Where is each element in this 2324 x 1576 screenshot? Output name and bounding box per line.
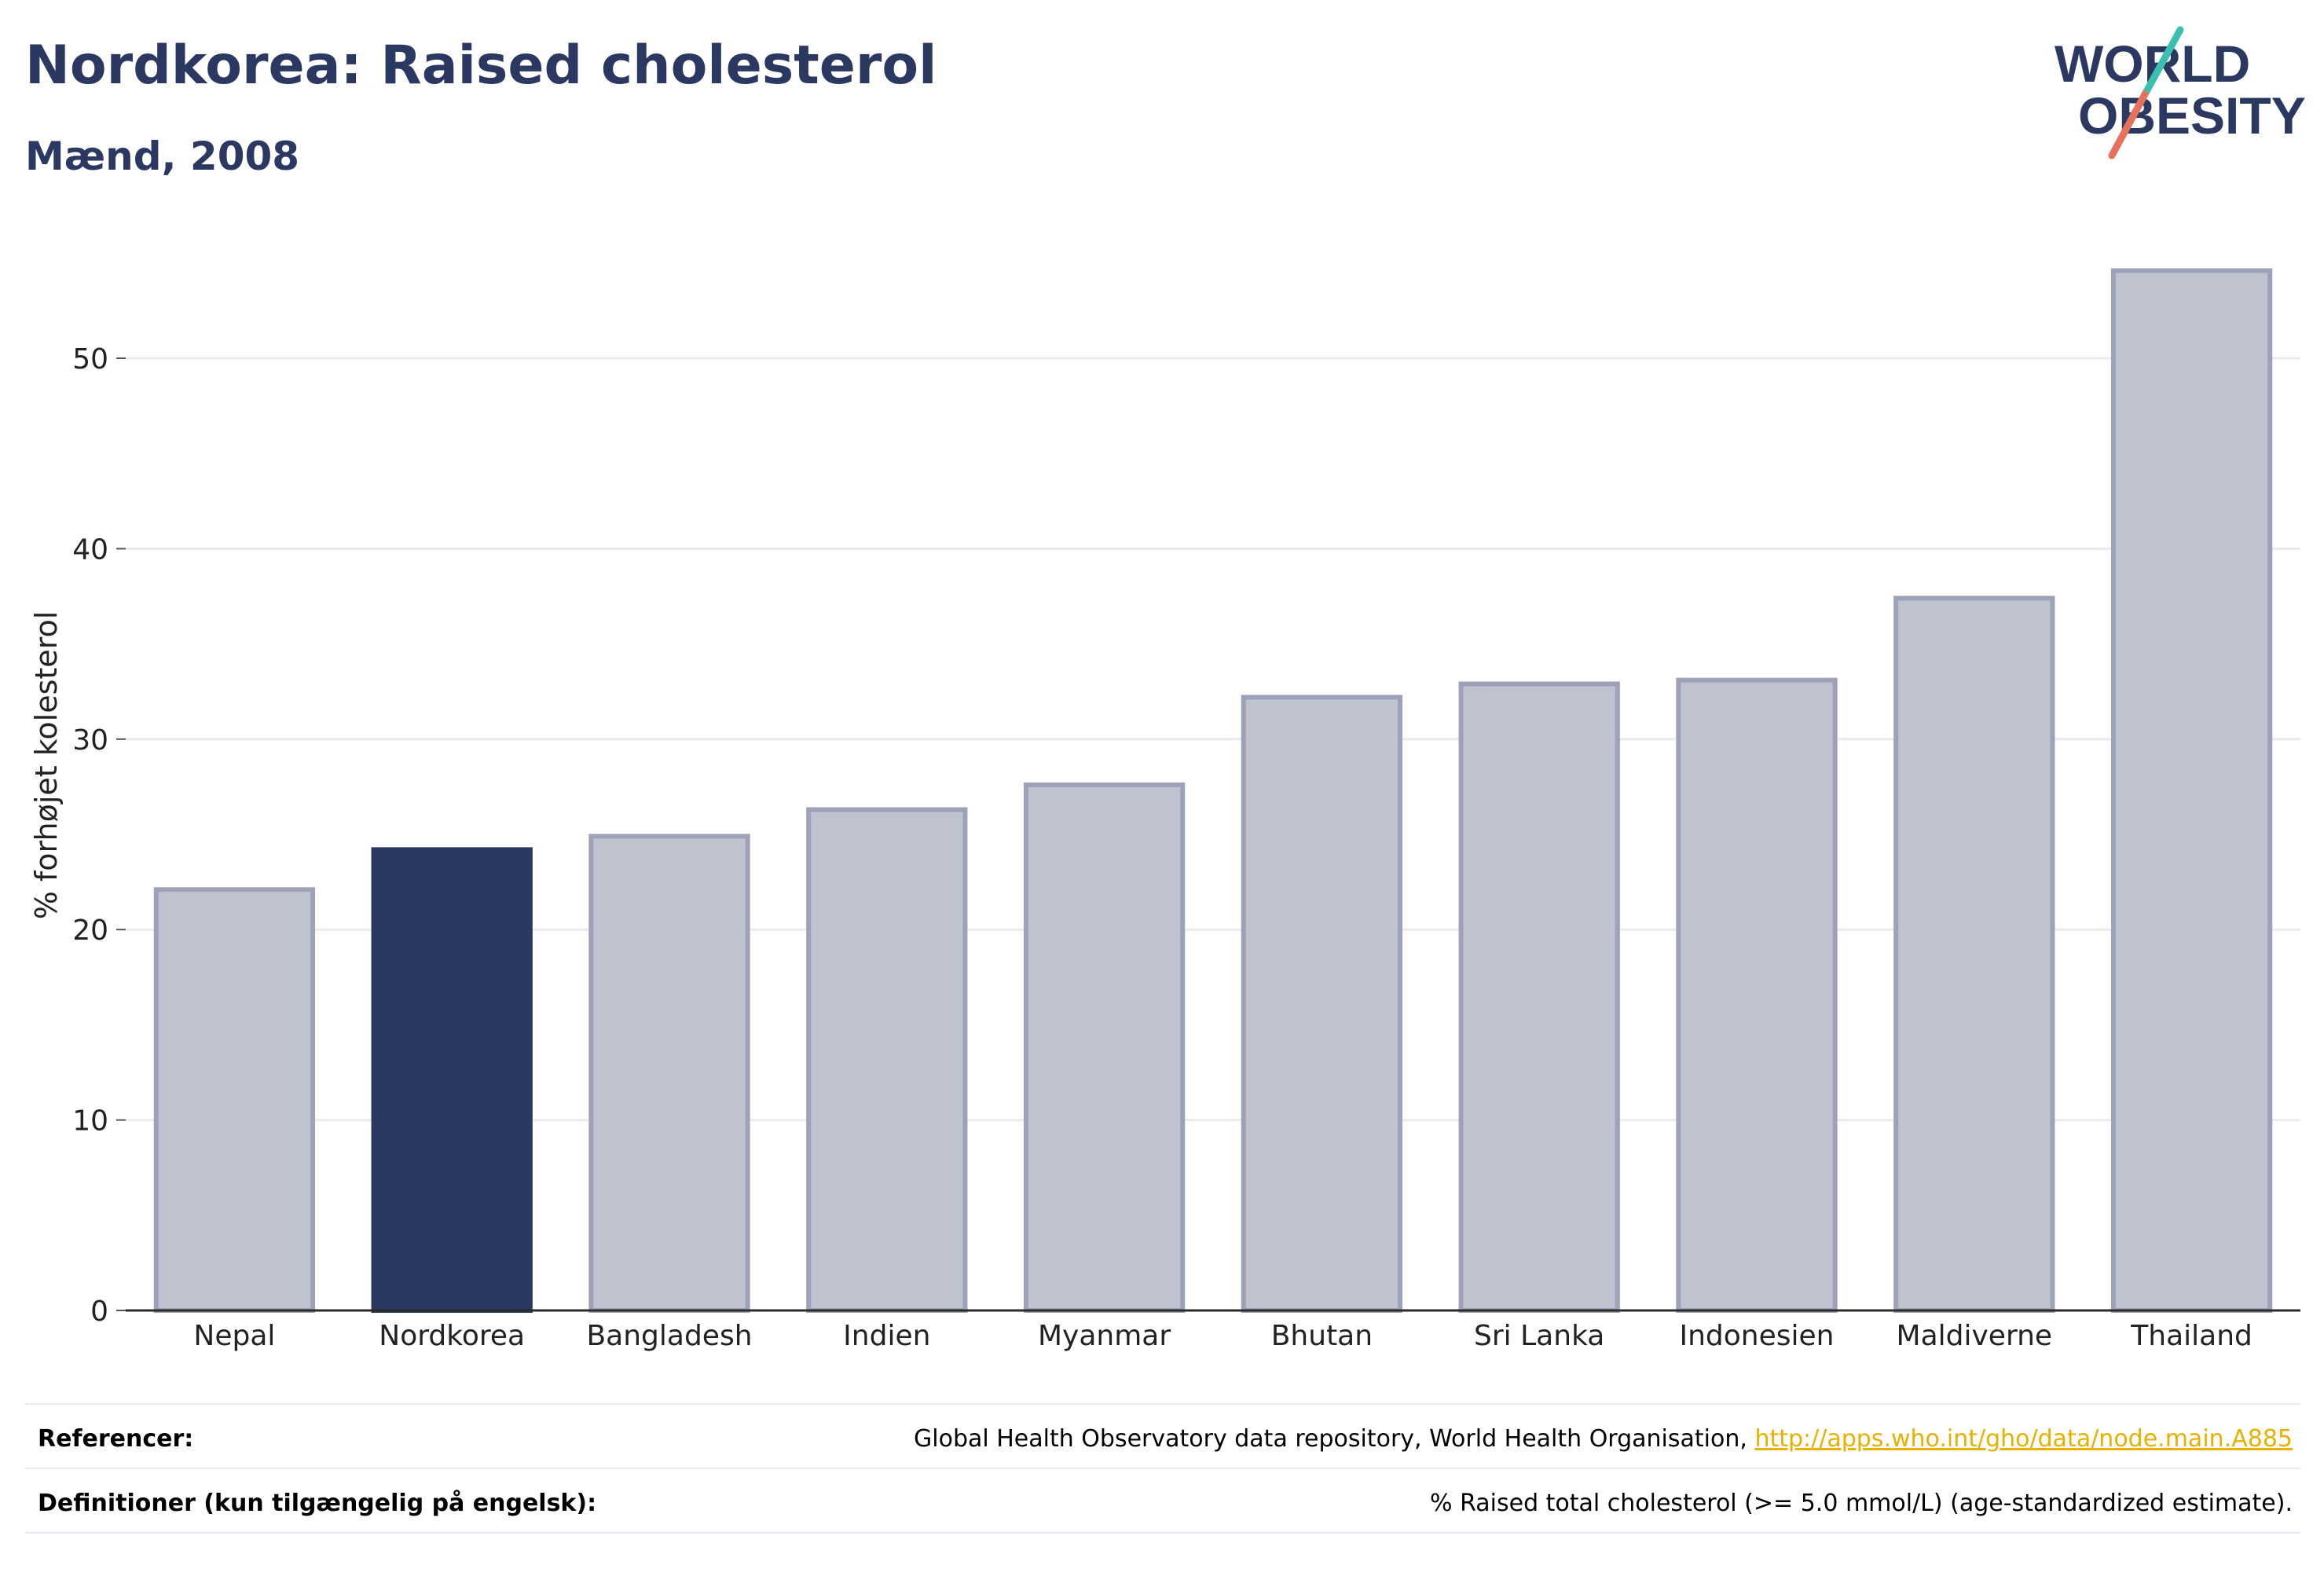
y-tick-label: 0 — [90, 1296, 108, 1328]
bar-indien — [806, 807, 968, 1314]
footer-divider-top — [25, 1403, 2300, 1405]
world-obesity-logo: WORLD OBESITY — [2055, 26, 2306, 159]
bar-myanmar — [1023, 782, 1186, 1313]
footer-divider-middle — [25, 1468, 2300, 1469]
x-tick-label: Nordkorea — [379, 1320, 525, 1352]
references-text: Global Health Observatory data repositor… — [914, 1425, 1755, 1453]
x-tick-label: Sri Lanka — [1474, 1320, 1604, 1352]
references-text-row: Global Health Observatory data repositor… — [914, 1425, 2293, 1453]
logo-slash-coral — [2108, 90, 2149, 159]
y-axis-label: % forhøjet kolesterol — [29, 611, 64, 920]
x-tick-labels: Nepal Nordkorea Bangladesh Indien Myanmar Bhu… — [193, 1320, 2253, 1352]
bar-sri-lanka — [1458, 681, 1620, 1313]
references-link[interactable]: http://apps.who.int/gho/data/node.main.A… — [1754, 1425, 2293, 1453]
x-tick-label: Nepal — [193, 1320, 275, 1352]
y-tick-label: 50 — [72, 343, 108, 376]
y-tick-label: 30 — [72, 724, 108, 757]
x-tick-label: Myanmar — [1038, 1320, 1171, 1352]
references-label: Referencer: — [38, 1425, 194, 1453]
bars — [153, 268, 2273, 1314]
y-tick-labels: 0 10 20 30 40 50 — [72, 343, 126, 1328]
bar-maldiverne — [1893, 596, 2055, 1313]
bar-bangladesh — [588, 834, 750, 1313]
chart-subtitle: Mænd, 2008 — [25, 134, 300, 179]
bar-nepal — [153, 887, 316, 1313]
logo-slash-teal — [2141, 26, 2184, 98]
bar-bhutan — [1241, 695, 1403, 1313]
x-tick-label: Bangladesh — [586, 1320, 752, 1352]
x-tick-label: Maldiverne — [1897, 1320, 2053, 1352]
definitions-text: % Raised total cholesterol (>= 5.0 mmol/… — [1430, 1490, 2293, 1517]
bar-thailand — [2110, 268, 2273, 1314]
chart-title: Nordkorea: Raised cholesterol — [25, 35, 937, 97]
x-tick-label: Bhutan — [1271, 1320, 1373, 1352]
definitions-label: Definitioner (kun tilgængelig på engelsk… — [38, 1490, 597, 1517]
logo-line-2: OBESITY — [2078, 86, 2306, 145]
y-tick-label: 10 — [72, 1105, 108, 1138]
y-tick-label: 40 — [72, 533, 108, 566]
x-tick-label: Thailand — [2130, 1320, 2253, 1352]
bar-nordkorea — [371, 847, 533, 1313]
footer-divider-bottom — [25, 1532, 2300, 1534]
x-tick-label: Indien — [843, 1320, 930, 1352]
x-tick-label: Indonesien — [1680, 1320, 1835, 1352]
bar-indonesien — [1676, 677, 1838, 1313]
bar-chart: 0 10 20 30 40 50 Nepal Nordkorea Bangladesh Indi… — [29, 268, 2300, 1352]
y-tick-label: 20 — [72, 914, 108, 947]
